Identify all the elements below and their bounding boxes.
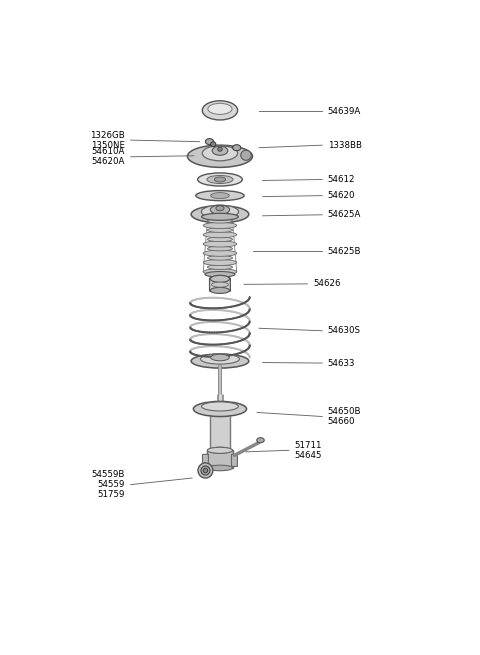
Text: 1338BB: 1338BB — [328, 141, 362, 150]
Ellipse shape — [207, 255, 232, 260]
Ellipse shape — [211, 142, 216, 147]
Ellipse shape — [210, 205, 229, 214]
Ellipse shape — [203, 468, 208, 473]
Ellipse shape — [218, 147, 222, 151]
Ellipse shape — [201, 466, 210, 475]
Ellipse shape — [202, 402, 239, 411]
Ellipse shape — [212, 282, 228, 287]
Ellipse shape — [215, 177, 226, 182]
Ellipse shape — [201, 354, 240, 364]
Ellipse shape — [257, 438, 264, 443]
Ellipse shape — [198, 173, 242, 186]
Ellipse shape — [203, 223, 237, 229]
Ellipse shape — [207, 219, 232, 223]
Ellipse shape — [203, 259, 237, 265]
Ellipse shape — [205, 272, 235, 277]
Ellipse shape — [233, 145, 241, 151]
Ellipse shape — [210, 275, 229, 282]
Ellipse shape — [203, 232, 237, 238]
FancyBboxPatch shape — [210, 278, 230, 291]
FancyBboxPatch shape — [231, 455, 238, 466]
Text: 54559B
54559
51759: 54559B 54559 51759 — [92, 470, 125, 499]
Ellipse shape — [203, 250, 237, 256]
Ellipse shape — [211, 354, 229, 361]
Ellipse shape — [205, 139, 214, 145]
Text: 54610A
54620A: 54610A 54620A — [92, 147, 125, 166]
Ellipse shape — [211, 193, 229, 198]
Text: 54612: 54612 — [328, 175, 355, 184]
Text: 54650B
54660: 54650B 54660 — [328, 407, 361, 426]
Text: 54630S: 54630S — [328, 326, 361, 335]
Ellipse shape — [208, 103, 232, 115]
Text: 51711
54645: 51711 54645 — [294, 441, 322, 460]
Ellipse shape — [210, 405, 230, 413]
Ellipse shape — [207, 237, 232, 242]
Ellipse shape — [202, 101, 238, 120]
Polygon shape — [210, 409, 230, 450]
Ellipse shape — [191, 206, 249, 223]
Ellipse shape — [212, 146, 228, 155]
Polygon shape — [207, 450, 233, 468]
Text: 1326GB
1350NE: 1326GB 1350NE — [90, 130, 125, 149]
FancyBboxPatch shape — [203, 455, 208, 466]
Ellipse shape — [207, 447, 233, 453]
Text: 54625A: 54625A — [328, 210, 361, 219]
Ellipse shape — [207, 176, 233, 183]
Text: 54639A: 54639A — [328, 107, 361, 116]
Ellipse shape — [196, 191, 244, 200]
Text: 54626: 54626 — [313, 280, 340, 288]
Ellipse shape — [203, 241, 237, 247]
Ellipse shape — [198, 463, 213, 478]
Ellipse shape — [191, 354, 249, 368]
Ellipse shape — [202, 205, 239, 218]
Ellipse shape — [187, 145, 252, 168]
Ellipse shape — [241, 150, 251, 160]
Ellipse shape — [207, 465, 233, 471]
Text: 54633: 54633 — [328, 358, 355, 367]
Ellipse shape — [210, 288, 229, 293]
Ellipse shape — [202, 145, 238, 161]
Text: 54620: 54620 — [328, 191, 355, 200]
Ellipse shape — [207, 265, 232, 269]
Text: 54625B: 54625B — [328, 246, 361, 255]
Ellipse shape — [203, 269, 237, 275]
Ellipse shape — [193, 402, 247, 417]
Ellipse shape — [202, 214, 239, 220]
Ellipse shape — [210, 447, 230, 453]
Ellipse shape — [207, 246, 232, 251]
Ellipse shape — [216, 206, 224, 211]
Ellipse shape — [207, 228, 232, 233]
